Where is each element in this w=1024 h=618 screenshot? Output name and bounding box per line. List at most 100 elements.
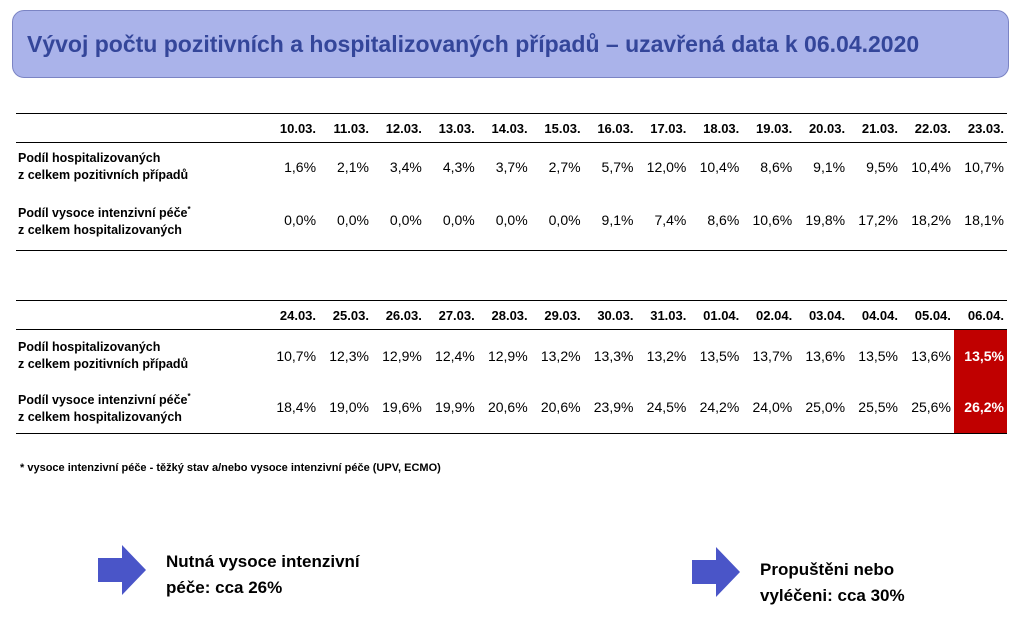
value-cell: 24,0% — [742, 381, 796, 434]
value-cell: 13,6% — [911, 347, 951, 364]
value-cell: 25,6% — [901, 381, 954, 434]
value-cell: 7,4% — [636, 190, 690, 251]
value-cell: 10,7% — [276, 347, 317, 364]
value-cell: 25,0% — [795, 381, 849, 434]
value-cell: 2,1% — [337, 158, 369, 175]
date-header: 11.03. — [319, 113, 372, 143]
row-label-line1: Podíl hospitalizovaných — [18, 150, 161, 165]
callout-icu: Nutná vysoce intenzivní péče: cca 26% — [166, 549, 360, 601]
date-header-row: 10.03. 11.03. 12.03. 13.03. 14.03. 15.03. 16.0… — [16, 113, 1007, 143]
row-label: Podíl vysoce intenzivní péče* z celkem h… — [16, 381, 267, 434]
value-cell: 2,7% — [548, 158, 581, 175]
value-cell: 4,3% — [442, 158, 475, 175]
table-row-hospitalized-share: Podíl hospitalizovaných z celkem pozitiv… — [16, 143, 1007, 191]
date-header: 16.03. — [583, 113, 637, 143]
date-header: 21.03. — [848, 113, 901, 143]
date-header: 26.03. — [371, 300, 425, 330]
value-cell: 20,6% — [530, 381, 584, 434]
date-header: 24.03. — [266, 300, 320, 330]
data-table-march: 10.03. 11.03. 12.03. 13.03. 14.03. 15.03. 16.0… — [16, 113, 1007, 251]
value-cell: 0,0% — [371, 190, 425, 251]
value-cell: 17,2% — [848, 190, 901, 251]
callout-recovered: Propuštěni nebo vyléčeni: cca 30% — [760, 557, 905, 609]
value-cell: 10,7% — [964, 158, 1004, 175]
row-label-line2: z celkem hospitalizovaných — [18, 410, 182, 425]
table-row-icu-share: Podíl vysoce intenzivní péče* z celkem h… — [16, 381, 1007, 434]
row-label-line1: Podíl hospitalizovaných — [18, 339, 161, 354]
value-cell: 13,7% — [752, 347, 793, 364]
row-label-line2: z celkem pozitivních případů — [18, 167, 189, 182]
value-cell: 12,9% — [487, 347, 528, 364]
value-cell: 3,7% — [495, 158, 528, 175]
right-arrow-icon — [98, 545, 146, 595]
date-header: 19.03. — [742, 113, 796, 143]
value-cell: 20,6% — [477, 381, 531, 434]
row-label-line2: z celkem pozitivních případů — [18, 356, 189, 371]
value-cell: 12,0% — [646, 158, 687, 175]
date-header: 25.03. — [319, 300, 372, 330]
value-cell: 10,4% — [699, 158, 740, 175]
value-cell: 13,5% — [699, 347, 740, 364]
date-header: 03.04. — [795, 300, 849, 330]
date-header: 01.04. — [689, 300, 743, 330]
value-cell: 0,0% — [424, 190, 478, 251]
value-cell: 13,6% — [805, 347, 846, 364]
value-cell: 18,2% — [901, 190, 954, 251]
footnote-marker: * — [187, 391, 191, 401]
callout-icu-line2: péče: cca 26% — [166, 578, 283, 597]
value-cell: 10,4% — [911, 158, 951, 175]
title-banner: Vývoj počtu pozitivních a hospitalizovan… — [12, 10, 1009, 78]
value-cell: 0,0% — [266, 190, 320, 251]
value-cell: 25,5% — [848, 381, 901, 434]
value-cell: 19,6% — [371, 381, 425, 434]
value-cell: 3,4% — [389, 158, 422, 175]
value-cell: 19,8% — [795, 190, 849, 251]
row-label: Podíl hospitalizovaných z celkem pozitiv… — [16, 330, 266, 382]
date-header: 18.03. — [689, 113, 743, 143]
date-header: 23.03. — [953, 113, 1007, 143]
value-cell: 13,5% — [858, 347, 898, 364]
value-cell: 5,7% — [601, 158, 634, 175]
date-header: 02.04. — [742, 300, 796, 330]
date-header: 22.03. — [901, 113, 954, 143]
row-label-line1: Podíl vysoce intenzivní péče — [18, 393, 188, 408]
date-header-row: 24.03. 25.03. 26.03. 27.03. 28.03. 29.03. 30.0… — [16, 300, 1007, 330]
value-cell: 23,9% — [583, 381, 637, 434]
value-cell: 12,4% — [435, 347, 475, 364]
callout-recovered-line2: vyléčeni: cca 30% — [760, 586, 905, 605]
value-cell: 0,0% — [319, 190, 372, 251]
value-cell: 13,3% — [593, 347, 634, 364]
table-row-hospitalized-share: Podíl hospitalizovaných z celkem pozitiv… — [16, 329, 1007, 382]
value-cell: 12,9% — [382, 347, 422, 364]
value-cell: 13,2% — [540, 347, 581, 364]
row-label-line2: z celkem hospitalizovaných — [18, 223, 182, 238]
value-cell: 0,0% — [530, 190, 584, 251]
date-header: 20.03. — [795, 113, 849, 143]
date-header: 06.04. — [953, 300, 1007, 330]
footnote: * vysoce intenzivní péče - těžký stav a/… — [20, 462, 441, 474]
row-label-line1: Podíl vysoce intenzivní péče — [18, 206, 188, 221]
value-cell: 10,6% — [742, 190, 796, 251]
value-cell: 8,6% — [760, 158, 793, 175]
right-arrow-icon — [692, 547, 740, 597]
value-cell: 0,0% — [477, 190, 531, 251]
value-cell: 9,5% — [866, 158, 898, 175]
value-cell: 24,2% — [689, 381, 743, 434]
callout-icu-line1: Nutná vysoce intenzivní — [166, 552, 360, 571]
value-cell: 18,4% — [266, 381, 320, 434]
value-cell: 26,2% — [953, 381, 1007, 434]
callout-recovered-line1: Propuštěni nebo — [760, 560, 895, 579]
date-header: 29.03. — [530, 300, 584, 330]
value-cell: 19,0% — [319, 381, 372, 434]
data-table-april: 24.03. 25.03. 26.03. 27.03. 28.03. 29.03. 30.0… — [16, 300, 1007, 434]
value-cell: 13,5% — [953, 329, 1007, 381]
date-header: 17.03. — [636, 113, 690, 143]
value-cell: 18,1% — [953, 190, 1007, 251]
date-header: 28.03. — [477, 300, 531, 330]
table-row-icu-share: Podíl vysoce intenzivní péče* z celkem h… — [16, 190, 1007, 251]
value-cell: 24,5% — [636, 381, 690, 434]
date-header: 27.03. — [424, 300, 478, 330]
date-header: 31.03. — [636, 300, 690, 330]
date-header: 04.04. — [848, 300, 901, 330]
row-label: Podíl vysoce intenzivní péče* z celkem h… — [16, 190, 267, 251]
